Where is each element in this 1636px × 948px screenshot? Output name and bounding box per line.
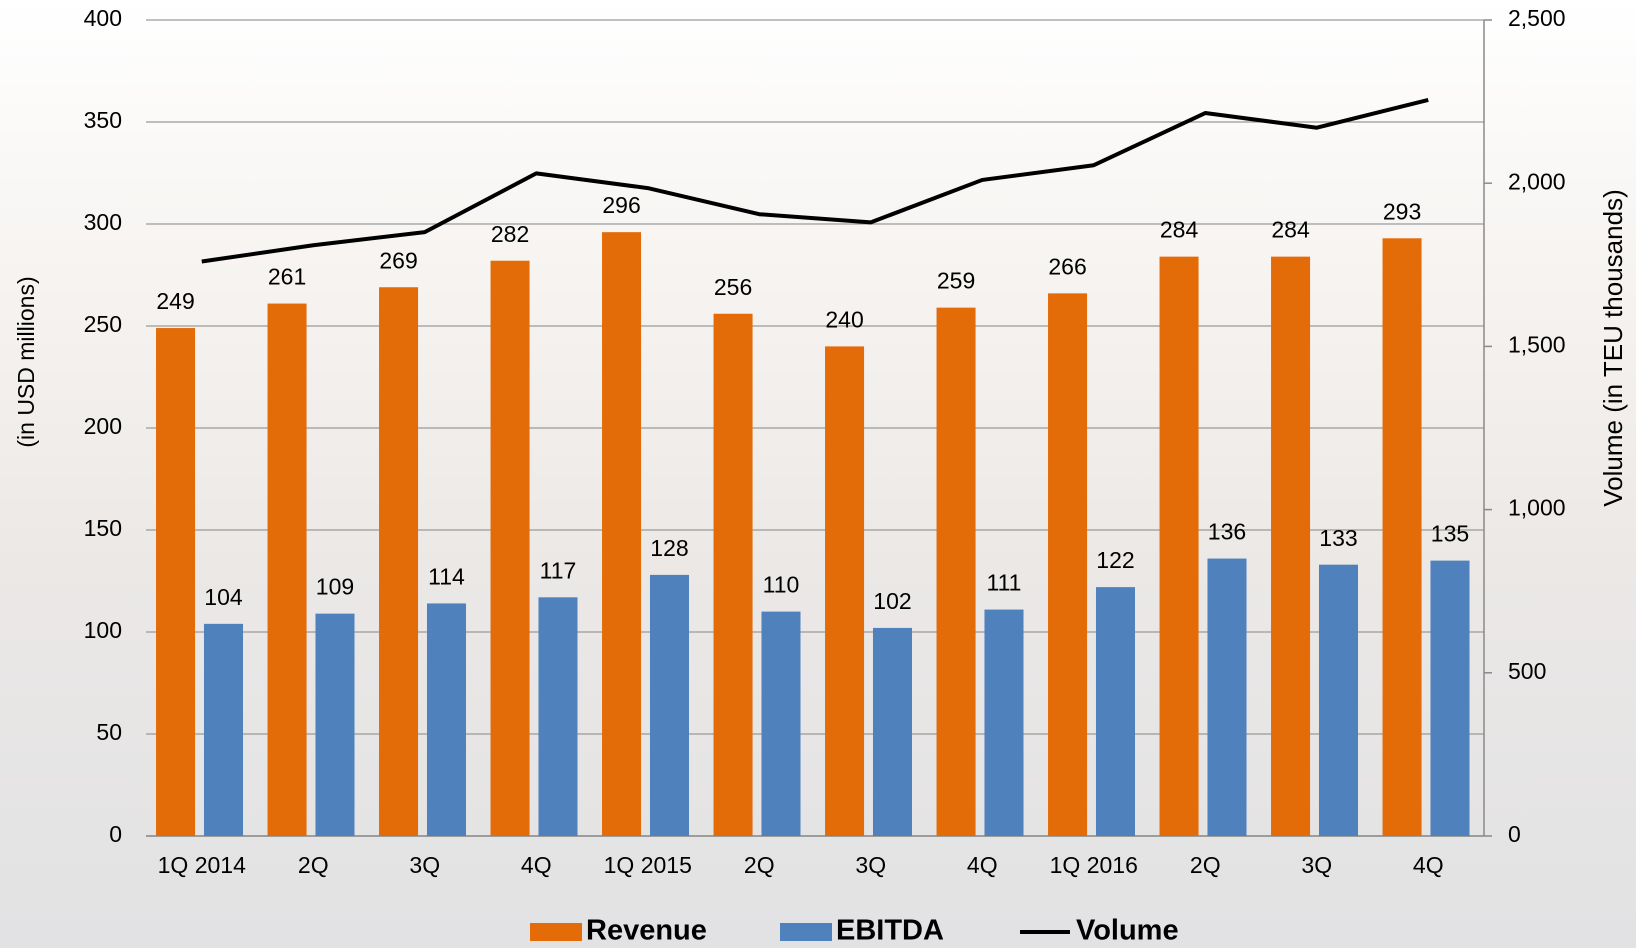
bar bbox=[1207, 558, 1247, 836]
data-label: 259 bbox=[937, 268, 975, 294]
bar bbox=[713, 313, 753, 836]
x-tick-label: 4Q bbox=[1413, 852, 1444, 878]
x-tick-label: 2Q bbox=[298, 852, 329, 878]
data-label: 133 bbox=[1319, 525, 1357, 551]
data-label: 240 bbox=[825, 306, 863, 332]
bar bbox=[1382, 238, 1422, 836]
data-label: 122 bbox=[1096, 547, 1134, 573]
bar bbox=[602, 232, 642, 836]
bar bbox=[490, 260, 530, 837]
bar bbox=[203, 623, 244, 836]
x-tick-label: 2Q bbox=[1190, 852, 1221, 878]
y2-tick-label: 1,500 bbox=[1508, 331, 1566, 357]
data-label: 261 bbox=[268, 264, 306, 290]
bar bbox=[984, 609, 1024, 836]
bar bbox=[426, 603, 467, 836]
x-tick-label: 4Q bbox=[967, 852, 998, 878]
bar bbox=[1430, 560, 1470, 836]
y-tick-label: 300 bbox=[84, 209, 122, 235]
y2-tick-label: 500 bbox=[1508, 658, 1546, 684]
bar bbox=[1318, 564, 1359, 836]
bar bbox=[1095, 587, 1136, 836]
x-tick-label: 3Q bbox=[1301, 852, 1332, 878]
bar bbox=[1271, 256, 1311, 836]
bar bbox=[538, 597, 578, 836]
y2-tick-label: 2,500 bbox=[1508, 5, 1566, 31]
data-label: 117 bbox=[540, 557, 577, 583]
y-tick-label: 250 bbox=[84, 311, 122, 337]
y2-tick-label: 0 bbox=[1508, 821, 1521, 847]
bar bbox=[379, 287, 419, 836]
data-label: 136 bbox=[1208, 519, 1246, 545]
x-tick-label: 3Q bbox=[855, 852, 886, 878]
bar bbox=[936, 307, 976, 836]
bar bbox=[649, 574, 690, 836]
bar bbox=[267, 303, 307, 836]
x-tick-label: 2Q bbox=[744, 852, 775, 878]
x-tick-label: 4Q bbox=[521, 852, 552, 878]
data-label: 284 bbox=[1271, 217, 1310, 243]
y-tick-label: 400 bbox=[84, 5, 122, 31]
line bbox=[201, 98, 1429, 264]
bar bbox=[1159, 256, 1199, 836]
bar bbox=[1048, 293, 1088, 836]
legend-swatch bbox=[530, 923, 582, 941]
y-tick-label: 150 bbox=[84, 515, 122, 541]
y-tick-label: 0 bbox=[109, 821, 122, 847]
data-label: 135 bbox=[1431, 521, 1469, 547]
data-label: 282 bbox=[491, 221, 529, 247]
data-label: 110 bbox=[763, 572, 800, 598]
data-label: 128 bbox=[650, 535, 688, 561]
bar bbox=[761, 611, 801, 836]
data-label: 293 bbox=[1383, 198, 1421, 224]
legend-label: Volume bbox=[1076, 915, 1179, 947]
data-label: 104 bbox=[204, 584, 243, 610]
legend-swatch bbox=[780, 923, 832, 941]
y-tick-label: 200 bbox=[84, 413, 122, 439]
data-label: 102 bbox=[873, 588, 911, 614]
y2-tick-label: 1,000 bbox=[1508, 495, 1566, 521]
x-tick-label: 1Q 2014 bbox=[158, 852, 246, 878]
data-label: 249 bbox=[156, 288, 194, 314]
legend-label: EBITDA bbox=[836, 915, 944, 947]
y2-axis-label: Volume (in TEU thousands) bbox=[1598, 189, 1628, 506]
data-label: 284 bbox=[1160, 217, 1199, 243]
bar bbox=[156, 328, 196, 836]
x-tick-label: 1Q 2016 bbox=[1050, 852, 1138, 878]
legend-label: Revenue bbox=[586, 915, 707, 947]
data-label: 114 bbox=[428, 564, 465, 590]
data-label: 269 bbox=[379, 247, 417, 273]
bar bbox=[315, 613, 355, 836]
data-label: 109 bbox=[316, 574, 354, 600]
y2-tick-label: 2,000 bbox=[1508, 168, 1566, 194]
data-label: 111 bbox=[987, 570, 1022, 596]
y-axis-label: (in USD millions) bbox=[13, 276, 39, 447]
y-tick-label: 350 bbox=[84, 107, 122, 133]
x-tick-label: 1Q 2015 bbox=[604, 852, 692, 878]
data-label: 266 bbox=[1048, 253, 1086, 279]
y-tick-label: 50 bbox=[96, 719, 122, 745]
y-tick-label: 100 bbox=[84, 617, 122, 643]
bar bbox=[872, 627, 913, 836]
data-label: 296 bbox=[602, 192, 640, 218]
data-label: 256 bbox=[714, 274, 752, 300]
x-tick-label: 3Q bbox=[409, 852, 440, 878]
bar bbox=[825, 346, 865, 836]
